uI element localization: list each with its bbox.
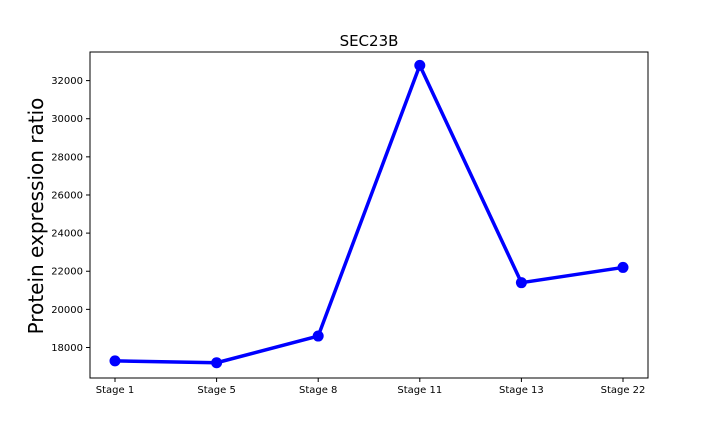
x-tick-label: Stage 11: [397, 385, 442, 396]
data-point: [515, 277, 527, 289]
data-point: [312, 330, 324, 342]
y-tick-label: 20000: [51, 305, 83, 316]
y-tick-label: 28000: [51, 152, 83, 163]
x-tick-label: Stage 5: [197, 385, 235, 396]
y-tick-label: 18000: [51, 343, 83, 354]
y-tick-label: 24000: [51, 229, 83, 240]
y-tick-label: 22000: [51, 267, 83, 278]
series-line: [114, 63, 624, 365]
y-tick-label: 26000: [51, 190, 83, 201]
x-tick-label: Stage 1: [96, 385, 134, 396]
y-axis-label: Protein expression ratio: [24, 98, 48, 335]
data-point: [109, 355, 121, 367]
plot-area: [89, 51, 649, 379]
x-tick-label: Stage 13: [499, 385, 544, 396]
chart-title: SEC23B: [340, 32, 399, 50]
x-axis: Stage 1 Stage 5 Stage 8 Stage 11 Stage 13 Sta…: [96, 378, 646, 396]
x-tick-label: Stage 8: [299, 385, 337, 396]
y-tick-label: 30000: [51, 114, 83, 125]
y-axis: 18000 20000 22000 24000 26000 28000 30000 32000: [51, 76, 90, 354]
data-point: [617, 261, 629, 273]
x-tick-label: Stage 22: [601, 385, 646, 396]
y-tick-label: 32000: [51, 76, 83, 87]
data-point: [211, 357, 223, 369]
data-point: [414, 59, 426, 71]
data-points: [109, 59, 629, 369]
